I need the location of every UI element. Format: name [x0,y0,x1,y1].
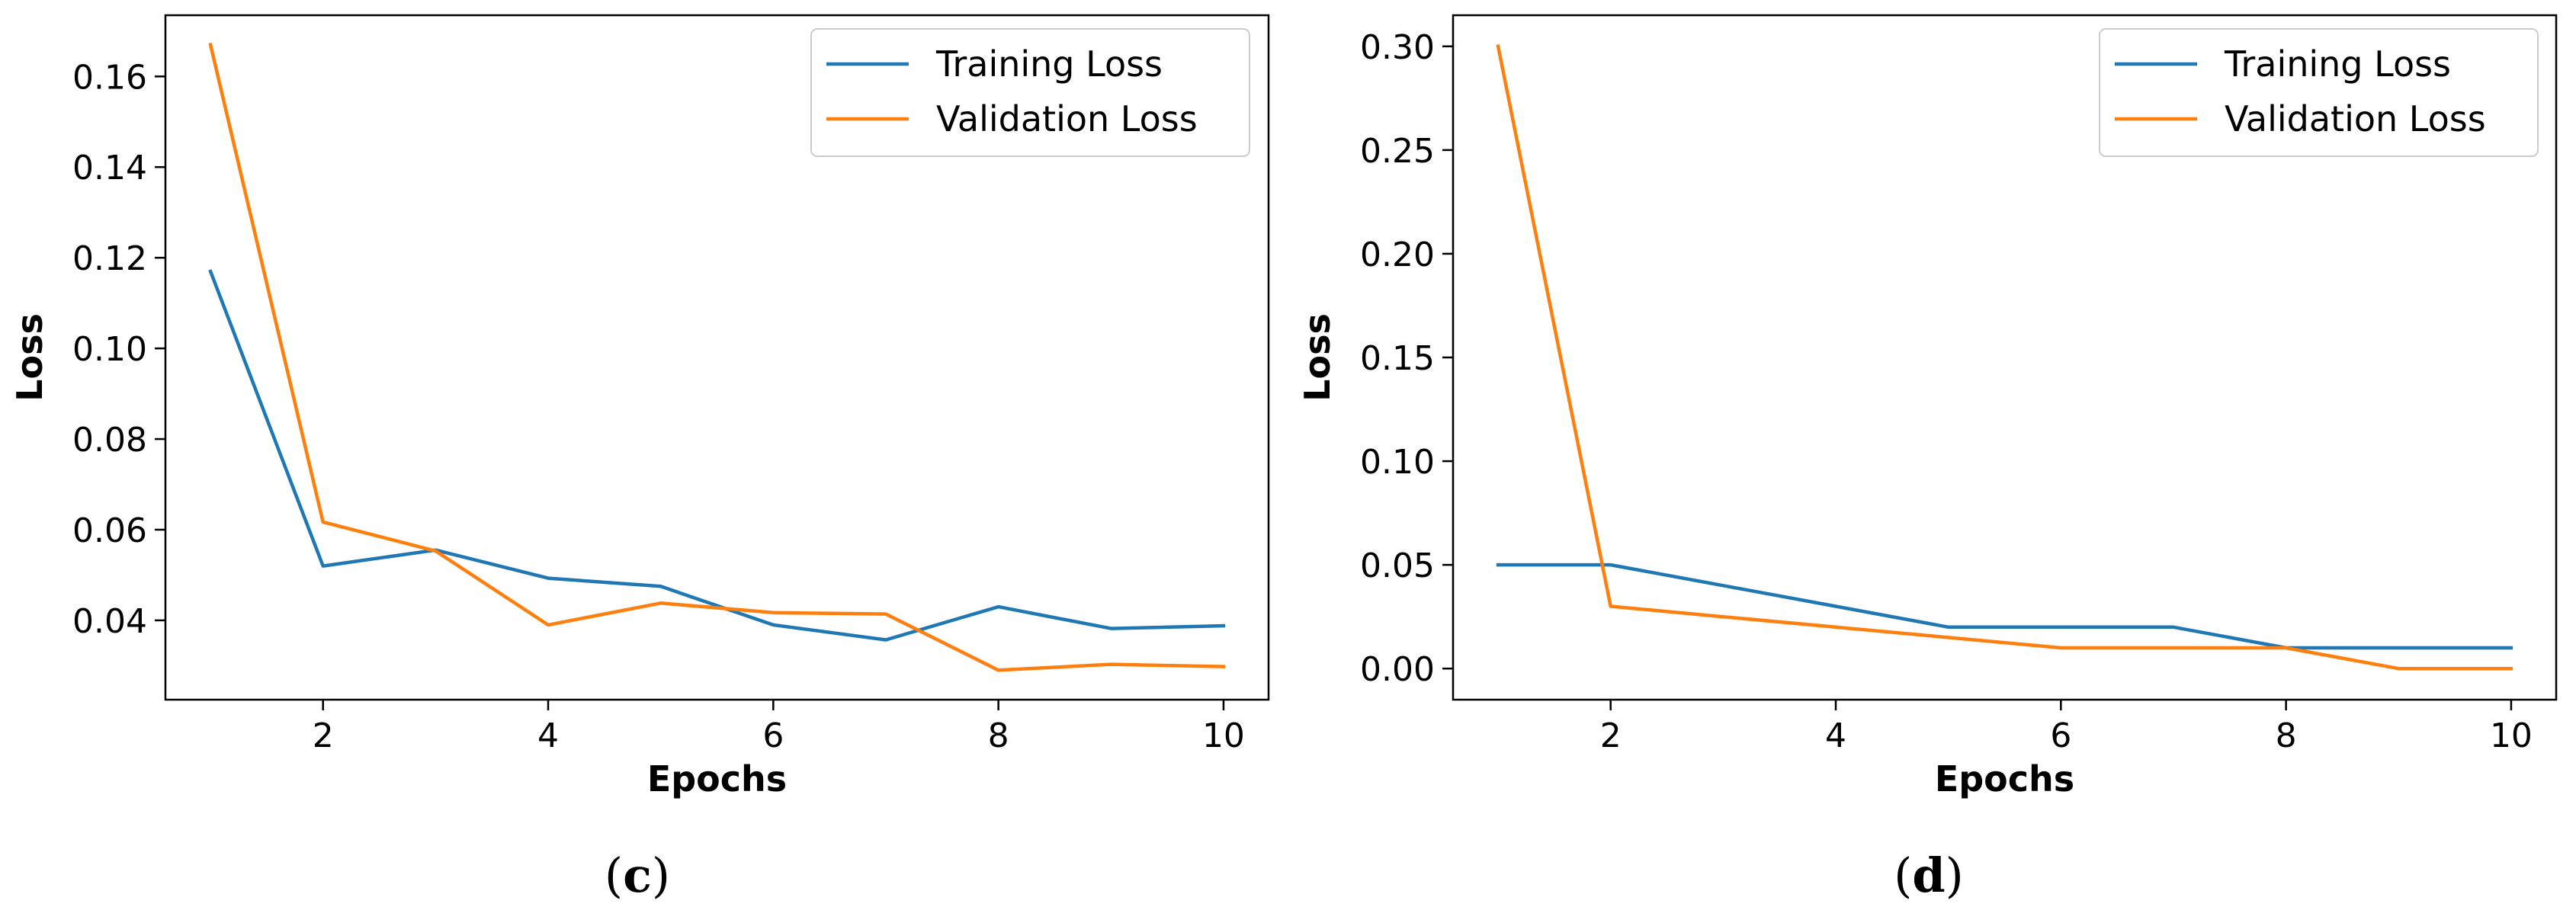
y-tick-label: 0.12 [72,239,147,278]
y-tick-label: 0.25 [1360,132,1435,171]
x-tick-label: 6 [762,716,784,755]
x-tick-label: 8 [2276,716,2297,755]
y-tick-label: 0.08 [72,421,147,460]
y-tick-label: 0.20 [1360,236,1435,274]
legend: Training Loss Validation Loss [810,28,1250,157]
y-tick-label: 0.10 [1360,443,1435,482]
x-axis-title: Epochs [1935,758,2074,800]
x-tick-label: 4 [1825,716,1846,755]
series-line-validation-loss [208,42,1226,672]
legend-label: Training Loss [935,43,1163,85]
x-tick-label: 10 [2490,716,2533,755]
y-tick-label: 0.05 [1360,546,1435,585]
chart-c: 2 4 6 8 10 0.04 0.06 0.08 0.10 0.12 0.14 0.16 Epochs… [9,14,1270,903]
x-tick-label: 2 [313,716,334,755]
x-tick-label: 2 [1600,716,1622,755]
series-line-validation-loss [1496,44,2513,671]
x-tick-label: 4 [537,716,559,755]
y-tick-label: 0.30 [1360,28,1435,67]
axes-frame [1452,14,2558,701]
chart-d: 2 4 6 8 10 0.00 0.05 0.10 0.15 0.20 0.25 0.30 Epochs… [1297,14,2558,903]
panel-label: (c) [605,848,670,903]
x-axis-title: Epochs [647,758,787,800]
y-axis-title: Loss [1297,313,1338,402]
y-tick-label: 0.00 [1360,650,1435,689]
legend-label: Validation Loss [2225,98,2486,139]
legend-label: Training Loss [2224,43,2451,85]
y-tick-label: 0.15 [1360,339,1435,378]
legend: Training Loss Validation Loss [2099,28,2539,157]
y-tick-label: 0.14 [72,149,147,187]
series-line-training-loss [1496,562,2513,650]
y-tick-label: 0.04 [72,602,147,641]
x-tick-label: 8 [988,716,1009,755]
y-axis-title: Loss [9,313,50,402]
panel-label: (d) [1894,848,1964,903]
x-tick-label: 10 [1202,716,1245,755]
axes-frame [164,14,1270,701]
y-tick-label: 0.16 [72,58,147,97]
legend-box [2099,28,2539,157]
y-tick-label: 0.10 [72,330,147,369]
series-line-training-loss [208,269,1226,642]
legend-label: Validation Loss [936,98,1198,139]
legend-box [810,28,1250,157]
x-tick-label: 6 [2050,716,2071,755]
y-tick-label: 0.06 [72,511,147,550]
